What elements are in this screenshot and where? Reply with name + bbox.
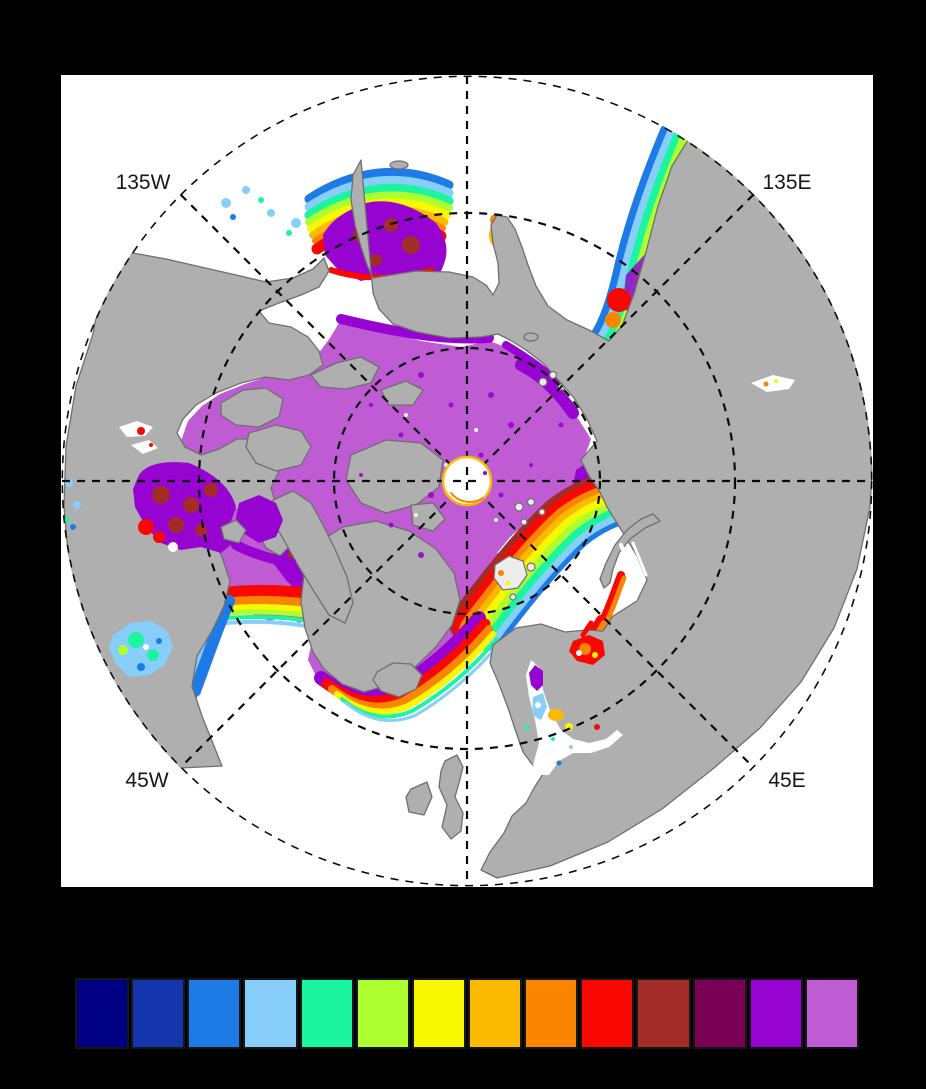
pole-hole bbox=[441, 455, 493, 507]
canadian-arctic-archipelago bbox=[220, 356, 446, 624]
eurasia bbox=[350, 132, 873, 879]
arctic-sea-ice-map: 135W 135E 45W 45E bbox=[61, 75, 873, 887]
label-45e: 45E bbox=[768, 769, 805, 792]
colorbar-cell bbox=[187, 978, 242, 1049]
southampton-island bbox=[220, 519, 247, 544]
wrangel-island bbox=[389, 160, 409, 170]
colorbar-cell bbox=[692, 978, 747, 1049]
colorbar-cell bbox=[580, 978, 635, 1049]
siberian-lake bbox=[751, 375, 795, 392]
white-sea-ice bbox=[569, 620, 605, 665]
latitude-ring-80n bbox=[332, 346, 602, 616]
land-layer bbox=[63, 132, 873, 879]
sea-ice-colorbar bbox=[75, 978, 859, 1049]
colorbar-cell bbox=[411, 978, 466, 1049]
label-135e: 135E bbox=[762, 171, 811, 194]
iceland bbox=[372, 662, 423, 698]
great-britain bbox=[438, 754, 464, 840]
label-45w: 45W bbox=[125, 769, 168, 792]
colorbar-cell bbox=[75, 978, 130, 1049]
colorbar-cell bbox=[636, 978, 691, 1049]
new-siberian-islands bbox=[523, 332, 539, 342]
lake-ice-red-patch bbox=[137, 427, 145, 435]
colorbar-cell bbox=[355, 978, 410, 1049]
colorbar-cell bbox=[524, 978, 579, 1049]
hudson-bay-ice bbox=[133, 462, 236, 553]
baltic-sea bbox=[524, 660, 623, 775]
colorbar-cell bbox=[467, 978, 523, 1049]
colorbar-cell bbox=[299, 978, 354, 1049]
colorbar-cell bbox=[748, 978, 803, 1049]
pack-edge-fringe bbox=[336, 314, 494, 344]
map-canvas: 135W 135E 45W 45E bbox=[61, 75, 873, 887]
inland-water-and-ice bbox=[64, 375, 795, 775]
pack-speckles bbox=[359, 372, 564, 558]
gulf-of-bothnia-ice bbox=[529, 665, 543, 691]
ireland bbox=[405, 781, 433, 816]
gulf-of-st-lawrence-ice bbox=[109, 621, 173, 677]
novaya-zemlya bbox=[599, 513, 661, 589]
label-135w: 135W bbox=[116, 171, 171, 194]
colorbar-cell bbox=[243, 978, 298, 1049]
alaska-coast-specks bbox=[64, 479, 81, 530]
franz-josef-land bbox=[514, 497, 546, 526]
map-content bbox=[61, 75, 873, 887]
pack-edge-fringe bbox=[502, 341, 565, 389]
svalbard bbox=[493, 555, 536, 601]
meridian-labels: 135W 135E 45W 45E bbox=[116, 171, 812, 792]
ob-estuary bbox=[619, 543, 638, 582]
laptev-coastal-ice bbox=[515, 359, 579, 419]
colorbar-cell bbox=[131, 978, 186, 1049]
foxe-basin-ice bbox=[236, 495, 283, 543]
colorbar-cell bbox=[804, 978, 859, 1049]
hudson-strait-ice bbox=[231, 540, 296, 568]
